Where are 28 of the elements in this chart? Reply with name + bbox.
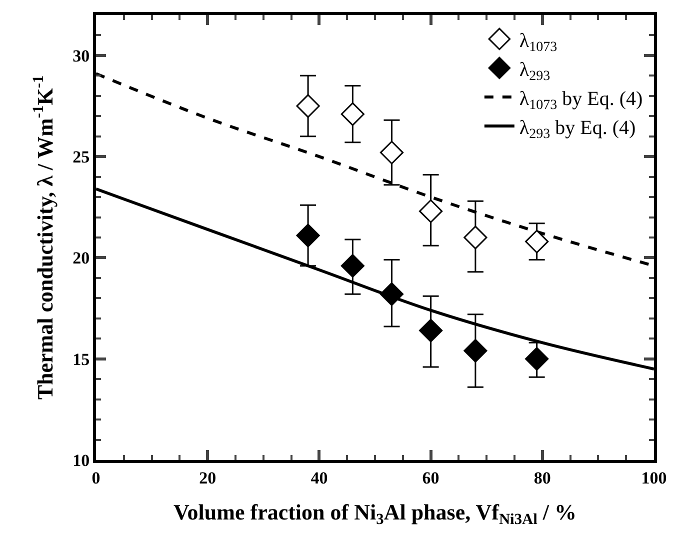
point — [464, 338, 488, 363]
x-tick-label: 100 — [641, 468, 667, 488]
x-axis-title: Volume fraction of Ni$_{3}$Al phase, Vf$_{Ni3Al}$ / % — [173, 499, 577, 528]
x-tick-label: 80 — [534, 468, 551, 488]
point — [525, 230, 549, 254]
legend-label: λ$_{293}$ by Eq. (4) — [519, 116, 636, 142]
y-tick-label: 10 — [72, 450, 90, 470]
legend-label: λ$_{293}$ — [519, 58, 550, 84]
point — [340, 254, 364, 278]
x-tick-label: 0 — [92, 468, 100, 488]
x-tick-label: 40 — [310, 468, 328, 488]
y-tick-label: 20 — [72, 248, 90, 268]
point — [525, 347, 549, 371]
x-tick-label: 20 — [199, 468, 216, 488]
point — [380, 282, 404, 306]
point — [419, 318, 443, 342]
legend-label: λ$_{1073}$ — [519, 30, 558, 55]
y-tick-label: 15 — [72, 350, 90, 369]
y-tick-label: 30 — [72, 46, 90, 66]
x-tick-label: 60 — [422, 468, 440, 488]
y-tick-label: 25 — [72, 148, 90, 167]
legend-label: λ$_{1073}$ by Eq. (4) — [519, 88, 643, 113]
point — [340, 102, 364, 126]
point — [464, 226, 488, 250]
point — [296, 224, 320, 248]
point — [380, 140, 404, 164]
point — [296, 94, 320, 118]
point — [419, 199, 443, 223]
